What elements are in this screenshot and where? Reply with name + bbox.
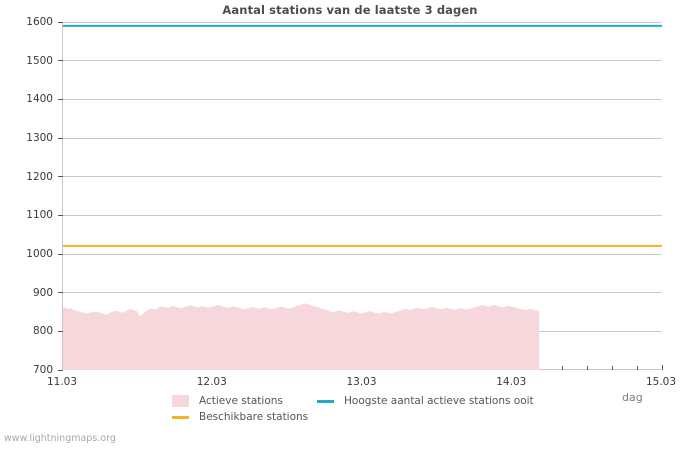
x-tick-label: 15.03	[645, 376, 677, 388]
x-tick-label: 11.03	[46, 376, 78, 388]
legend-item-hoogste-aantal-actieve-stations-ooit[interactable]: Hoogste aantal actieve stations ooit	[317, 393, 534, 409]
y-tick-mark	[58, 21, 63, 23]
gridline	[63, 21, 662, 23]
y-tick-mark	[58, 292, 63, 294]
y-tick-label: 1600	[26, 16, 53, 28]
x-minor-tick-mark	[612, 366, 614, 370]
gridline	[63, 292, 662, 294]
y-tick-label: 900	[32, 286, 53, 299]
series-layer	[63, 24, 662, 370]
y-tick-mark	[58, 60, 63, 62]
legend-label: Actieve stations	[199, 395, 283, 407]
watermark: www.lightningmaps.org	[4, 433, 116, 444]
y-tick-label: 1000	[26, 248, 53, 260]
legend-swatch-line-icon	[317, 399, 334, 403]
x-minor-tick-mark	[587, 366, 589, 370]
y-tick-label: 700	[32, 364, 53, 376]
x-tick-label: 14.03	[496, 376, 527, 388]
gridline	[63, 137, 662, 139]
legend-label: Beschikbare stations	[199, 411, 309, 423]
series-area-actieve-stations	[63, 303, 540, 370]
gridline	[63, 98, 662, 100]
gridline	[63, 253, 662, 255]
x-tick-label: 12.03	[196, 376, 227, 388]
legend-label: Hoogste aantal actieve stations ooit	[344, 395, 534, 407]
y-tick-label: 1200	[26, 170, 53, 183]
y-tick-mark	[58, 330, 63, 332]
y-tick-mark	[58, 98, 63, 100]
legend-swatch-line-icon	[172, 415, 189, 419]
gridline	[63, 214, 662, 216]
x-tick-mark	[662, 365, 663, 370]
y-tick-label: 1300	[26, 132, 53, 144]
y-tick-mark	[58, 176, 63, 178]
legend-swatch-area-icon	[172, 395, 189, 407]
x-tick-label: 13.03	[346, 376, 377, 388]
x-minor-tick-mark	[637, 366, 639, 370]
y-tick-label: 800	[32, 325, 53, 338]
gridline	[63, 60, 662, 62]
x-minor-tick-mark	[562, 366, 564, 370]
y-tick-mark	[58, 369, 63, 371]
legend-item-actieve-stations[interactable]: Actieve stations	[172, 393, 283, 409]
chart-legend: Actieve stations Beschikbare stations Ho…	[172, 393, 572, 427]
y-tick-mark	[58, 253, 63, 255]
y-tick-mark	[58, 214, 63, 216]
x-axis-title: dag	[622, 391, 643, 404]
gridline	[63, 176, 662, 178]
y-tick-label: 1500	[26, 54, 53, 67]
chart-title: Aantal stations van de laatste 3 dagen	[222, 3, 478, 17]
y-tick-label: 1400	[26, 93, 53, 106]
y-tick-label: 1100	[26, 209, 53, 222]
plot-area	[58, 21, 663, 371]
legend-item-beschikbare-stations[interactable]: Beschikbare stations	[172, 409, 308, 425]
y-tick-mark	[58, 137, 63, 139]
